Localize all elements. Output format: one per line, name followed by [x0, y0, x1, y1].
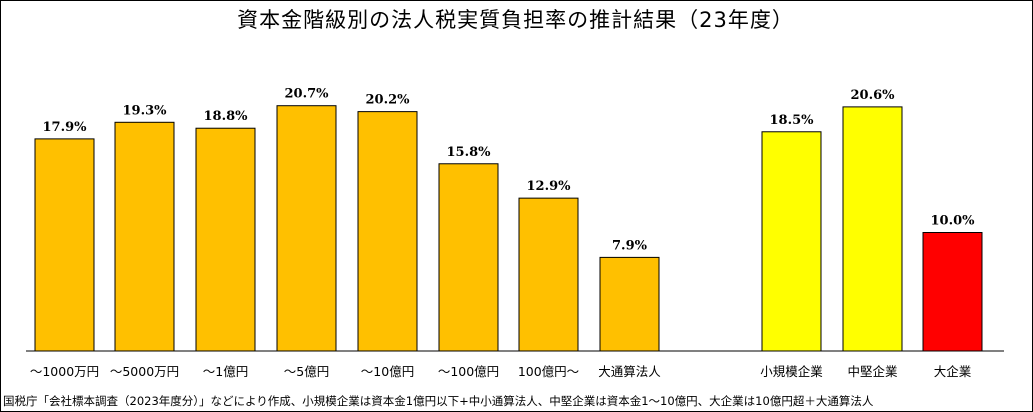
bar-～1億円 — [195, 127, 256, 352]
bar-～100億円 — [438, 163, 499, 352]
data-label: 20.7% — [284, 87, 329, 102]
category-label: ～100億円 — [438, 364, 499, 379]
category-label: 100億円～ — [518, 364, 579, 379]
category-label: ～5000万円 — [110, 364, 179, 379]
data-label: 17.9% — [42, 120, 87, 135]
category-label: ～10億円 — [361, 364, 414, 379]
data-label: 18.8% — [203, 109, 248, 124]
category-label: ～1億円 — [203, 364, 248, 379]
bar-大企業 — [922, 232, 983, 352]
bar-大通算法人 — [599, 256, 660, 352]
data-label: 7.9% — [612, 238, 648, 253]
bar-100億円～ — [518, 197, 579, 352]
source-note: 国税庁「会社標本調査（2023年度分）」などにより作成、小規模企業は資本金1億円… — [3, 394, 874, 408]
chart-title: 資本金階級別の法人税実質負担率の推計結果（23年度） — [237, 8, 794, 32]
data-label: 20.6% — [850, 88, 895, 103]
data-label: 10.0% — [930, 214, 975, 229]
category-label: ～5億円 — [284, 364, 329, 379]
data-label: 18.5% — [769, 113, 814, 128]
bar-中堅企業 — [842, 106, 903, 352]
bar-～10億円 — [357, 111, 418, 352]
data-label: 12.9% — [526, 179, 571, 194]
category-label: 小規模企業 — [760, 364, 823, 379]
bar-～5億円 — [276, 105, 337, 352]
data-label: 15.8% — [446, 145, 491, 160]
category-label: 大通算法人 — [598, 364, 661, 379]
bar-～5000万円 — [114, 121, 175, 352]
data-label: 20.2% — [365, 93, 410, 108]
bar-小規模企業 — [761, 131, 822, 352]
category-label: 大企業 — [934, 364, 972, 379]
bar-～1000万円 — [34, 138, 95, 352]
data-label: 19.3% — [122, 103, 167, 118]
category-label: 中堅企業 — [847, 364, 898, 379]
category-label: ～1000万円 — [30, 364, 99, 379]
